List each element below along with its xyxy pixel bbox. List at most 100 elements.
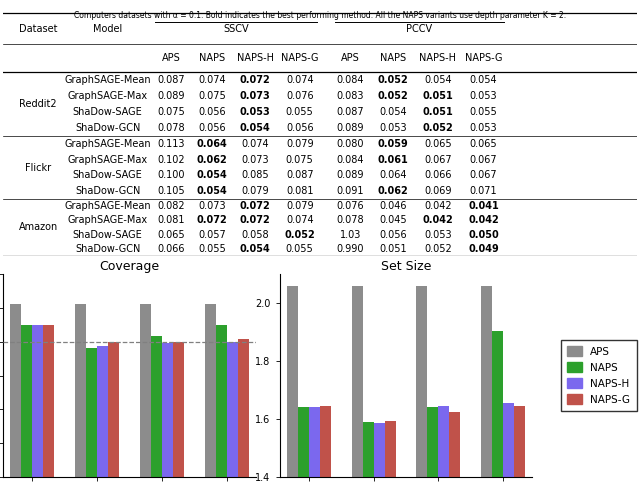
Text: 0.053: 0.053: [470, 123, 497, 134]
Text: 0.085: 0.085: [241, 170, 269, 180]
Text: 0.087: 0.087: [157, 75, 185, 85]
Bar: [151, 336, 162, 477]
Text: GraphSAGE-Mean: GraphSAGE-Mean: [65, 75, 151, 85]
Text: 0.062: 0.062: [378, 186, 408, 196]
Bar: [238, 339, 249, 477]
Text: 0.054: 0.054: [379, 107, 406, 117]
Text: 0.051: 0.051: [379, 244, 406, 254]
Text: 0.082: 0.082: [157, 201, 185, 211]
Text: 0.056: 0.056: [286, 123, 314, 134]
Text: ShaDow-SAGE: ShaDow-SAGE: [73, 170, 143, 180]
Text: Dataset: Dataset: [19, 24, 58, 34]
Text: NAPS-H: NAPS-H: [237, 53, 274, 63]
Text: GraphSAGE-Mean: GraphSAGE-Mean: [65, 201, 151, 211]
Text: 0.087: 0.087: [337, 107, 364, 117]
Bar: [216, 325, 227, 477]
Text: 0.061: 0.061: [378, 155, 408, 165]
Text: 0.089: 0.089: [157, 91, 185, 101]
Text: 0.054: 0.054: [470, 75, 497, 85]
Text: 0.064: 0.064: [379, 170, 406, 180]
Text: GraphSAGE-Max: GraphSAGE-Max: [68, 215, 148, 225]
Bar: [108, 342, 119, 477]
Text: 0.065: 0.065: [470, 139, 497, 149]
Text: 0.054: 0.054: [424, 75, 452, 85]
Text: 0.051: 0.051: [422, 91, 453, 101]
Text: 0.089: 0.089: [337, 170, 364, 180]
Bar: [298, 407, 308, 477]
Text: 0.067: 0.067: [470, 170, 497, 180]
Text: 0.056: 0.056: [198, 123, 226, 134]
Bar: [97, 346, 108, 477]
Text: 0.053: 0.053: [379, 123, 406, 134]
Text: 0.079: 0.079: [286, 139, 314, 149]
Text: GraphSAGE-Max: GraphSAGE-Max: [68, 155, 148, 165]
Text: 0.072: 0.072: [197, 215, 228, 225]
Bar: [308, 407, 320, 477]
Text: 0.073: 0.073: [240, 91, 271, 101]
Text: ShaDow-GCN: ShaDow-GCN: [75, 244, 140, 254]
Bar: [75, 304, 86, 477]
Text: 0.055: 0.055: [286, 107, 314, 117]
Text: 0.080: 0.080: [337, 139, 364, 149]
Bar: [44, 325, 54, 477]
Bar: [287, 285, 298, 477]
Text: GraphSAGE-Mean: GraphSAGE-Mean: [65, 139, 151, 149]
Text: 0.042: 0.042: [422, 215, 453, 225]
Text: Model: Model: [93, 24, 122, 34]
Text: ShaDow-SAGE: ShaDow-SAGE: [73, 107, 143, 117]
Bar: [86, 348, 97, 477]
Text: 0.102: 0.102: [157, 155, 185, 165]
Text: 0.074: 0.074: [286, 215, 314, 225]
Text: 0.069: 0.069: [424, 186, 452, 196]
Bar: [515, 406, 525, 477]
Text: 0.075: 0.075: [198, 91, 226, 101]
Text: 0.079: 0.079: [286, 201, 314, 211]
Text: 0.052: 0.052: [422, 123, 453, 134]
Text: 0.081: 0.081: [157, 215, 185, 225]
Legend: APS, NAPS, NAPS-H, NAPS-G: APS, NAPS, NAPS-H, NAPS-G: [561, 340, 637, 411]
Text: 0.073: 0.073: [241, 155, 269, 165]
Bar: [481, 285, 492, 477]
Text: APS: APS: [341, 53, 360, 63]
Bar: [10, 304, 21, 477]
Text: ShaDow-SAGE: ShaDow-SAGE: [73, 229, 143, 240]
Title: Set Size: Set Size: [381, 260, 431, 273]
Bar: [385, 421, 396, 477]
Text: NAPS-G: NAPS-G: [281, 53, 319, 63]
Text: 0.075: 0.075: [286, 155, 314, 165]
Text: 0.056: 0.056: [379, 229, 406, 240]
Text: 0.049: 0.049: [468, 244, 499, 254]
Text: 0.083: 0.083: [337, 91, 364, 101]
Text: 0.087: 0.087: [286, 170, 314, 180]
Bar: [362, 422, 374, 477]
Text: Reddit2: Reddit2: [19, 99, 57, 109]
Text: 0.073: 0.073: [198, 201, 226, 211]
Text: NAPS: NAPS: [199, 53, 225, 63]
Text: 0.052: 0.052: [424, 244, 452, 254]
Bar: [33, 325, 44, 477]
Text: 0.053: 0.053: [424, 229, 452, 240]
Text: 0.052: 0.052: [378, 91, 408, 101]
Text: 0.081: 0.081: [286, 186, 314, 196]
Text: APS: APS: [162, 53, 180, 63]
Text: 0.074: 0.074: [241, 139, 269, 149]
Text: 0.054: 0.054: [197, 186, 228, 196]
Text: 0.054: 0.054: [240, 244, 271, 254]
Bar: [162, 343, 173, 477]
Text: 0.052: 0.052: [378, 75, 408, 85]
Text: 0.100: 0.100: [157, 170, 185, 180]
Bar: [320, 406, 331, 477]
Text: 0.058: 0.058: [241, 229, 269, 240]
Text: 0.990: 0.990: [337, 244, 364, 254]
Bar: [351, 285, 362, 477]
Text: 0.067: 0.067: [470, 155, 497, 165]
Bar: [438, 406, 449, 477]
Text: 0.105: 0.105: [157, 186, 185, 196]
Text: 0.056: 0.056: [198, 107, 226, 117]
Text: NAPS-G: NAPS-G: [465, 53, 502, 63]
Text: 0.072: 0.072: [240, 75, 271, 85]
Text: 0.064: 0.064: [197, 139, 228, 149]
Text: 0.051: 0.051: [422, 107, 453, 117]
Text: 0.074: 0.074: [286, 75, 314, 85]
Text: 0.042: 0.042: [424, 201, 452, 211]
